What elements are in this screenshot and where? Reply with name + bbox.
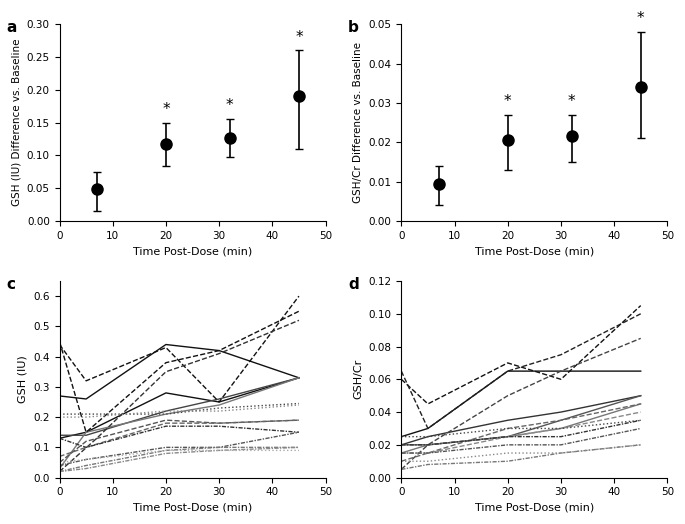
Text: a: a — [6, 20, 16, 35]
Y-axis label: GSH/Cr: GSH/Cr — [353, 359, 363, 399]
Y-axis label: GSH (IU): GSH (IU) — [18, 355, 27, 403]
Text: *: * — [295, 29, 303, 45]
Text: *: * — [568, 94, 575, 109]
Text: *: * — [637, 11, 645, 26]
Text: b: b — [348, 20, 359, 35]
Y-axis label: GSH/Cr Difference vs. Baseline: GSH/Cr Difference vs. Baseline — [353, 42, 363, 203]
Y-axis label: GSH (IU) Difference vs. Baseline: GSH (IU) Difference vs. Baseline — [11, 39, 21, 206]
X-axis label: Time Post-Dose (min): Time Post-Dose (min) — [133, 503, 252, 513]
Text: c: c — [6, 277, 15, 292]
Text: *: * — [162, 102, 170, 117]
Text: *: * — [504, 94, 512, 109]
X-axis label: Time Post-Dose (min): Time Post-Dose (min) — [475, 246, 594, 256]
Text: d: d — [348, 277, 359, 292]
Text: *: * — [226, 99, 234, 113]
X-axis label: Time Post-Dose (min): Time Post-Dose (min) — [475, 503, 594, 513]
X-axis label: Time Post-Dose (min): Time Post-Dose (min) — [133, 246, 252, 256]
